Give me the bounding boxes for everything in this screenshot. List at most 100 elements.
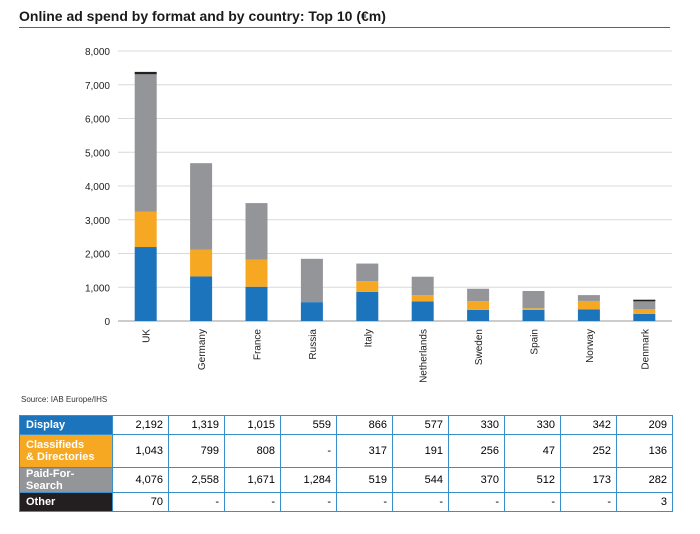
bar-search (356, 263, 379, 282)
source-note: Source: IAB Europe/IHS (21, 395, 108, 404)
bar-classifieds (134, 211, 157, 248)
row-label-search: Paid-For-Search (19, 467, 113, 493)
bar-classifieds (245, 259, 268, 287)
bar-classifieds (577, 300, 600, 310)
table-cell: 342 (560, 415, 617, 435)
bar-display (522, 309, 545, 321)
row-label-display: Display (19, 415, 113, 435)
table-cell: 4,076 (112, 467, 169, 493)
bar-display (577, 309, 600, 321)
bar-search (245, 203, 268, 260)
y-tick-label: 4,000 (85, 182, 110, 193)
bar-display (134, 247, 157, 321)
table-cell: 256 (448, 434, 505, 468)
bar-classifieds (467, 301, 490, 310)
table-cell: 70 (112, 492, 169, 512)
bar-search (577, 295, 600, 301)
bar-other (134, 71, 157, 75)
row-label-line1: Classifieds (26, 439, 85, 451)
title-rule (19, 27, 670, 28)
table-cell: 47 (504, 434, 561, 468)
table-cell: 559 (280, 415, 337, 435)
bar-search (134, 74, 157, 212)
x-tick-label: Germany (197, 329, 208, 370)
bar-classifieds (633, 309, 656, 314)
chart-title: Online ad spend by format and by country… (19, 8, 386, 24)
y-tick-label: 0 (104, 317, 110, 328)
table-cell: 173 (560, 467, 617, 493)
table-cell: 799 (168, 434, 225, 468)
row-label-other: Other (19, 492, 113, 512)
bar-search (411, 276, 434, 296)
table-row-search: Paid-For-Search 4,076 2,558 1,671 1,284 … (19, 467, 673, 493)
table-cell: 282 (616, 467, 673, 493)
x-tick-label: Norway (585, 329, 596, 363)
x-tick-label: Denmark (640, 328, 651, 370)
table-cell: 2,558 (168, 467, 225, 493)
table-cell: 577 (392, 415, 449, 435)
table-cell: - (168, 492, 225, 512)
y-tick-label: 2,000 (85, 250, 110, 261)
table-cell: 1,043 (112, 434, 169, 468)
x-tick-label: Netherlands (419, 329, 430, 383)
bar-display (245, 286, 268, 321)
table-cell: - (504, 492, 561, 512)
table-cell: 209 (616, 415, 673, 435)
x-tick-label: Sweden (474, 329, 485, 365)
bar-display (411, 301, 434, 321)
bar-classifieds (411, 295, 434, 302)
bar-search (467, 288, 490, 302)
y-tick-label: 7,000 (85, 81, 110, 92)
table-cell: 1,015 (224, 415, 281, 435)
row-label-classifieds: Classifieds & Directories (19, 434, 113, 468)
bar-classifieds (190, 249, 213, 277)
table-cell: 2,192 (112, 415, 169, 435)
x-tick-label: Russia (308, 329, 319, 360)
x-tick-label: Italy (363, 329, 374, 347)
table-cell: 330 (504, 415, 561, 435)
x-tick-label: France (253, 329, 264, 361)
bar-search (190, 163, 213, 250)
bar-display (190, 276, 213, 321)
table-row-other: Other 70 - - - - - - - - 3 (19, 492, 673, 512)
table-cell: 544 (392, 467, 449, 493)
table-row-classifieds: Classifieds & Directories 1,043 799 808 -… (19, 434, 673, 468)
table-cell: 1,319 (168, 415, 225, 435)
y-tick-label: 8,000 (85, 47, 110, 58)
table-cell: 252 (560, 434, 617, 468)
table-cell: 136 (616, 434, 673, 468)
bar-search (522, 290, 545, 309)
table-cell: 1,284 (280, 467, 337, 493)
table-cell: 512 (504, 467, 561, 493)
table-cell: 1,671 (224, 467, 281, 493)
x-tick-label: Spain (530, 329, 541, 355)
bar-display (300, 302, 323, 321)
table-cell: - (560, 492, 617, 512)
bar-classifieds (356, 281, 379, 292)
bar-display (633, 313, 656, 321)
table-cell: - (280, 492, 337, 512)
table-cell: - (224, 492, 281, 512)
table-cell: 808 (224, 434, 281, 468)
bar-display (356, 291, 379, 321)
table-cell: - (448, 492, 505, 512)
table-row-display: Display 2,192 1,319 1,015 559 866 577 33… (19, 415, 673, 435)
table-cell: 330 (448, 415, 505, 435)
table-cell: - (280, 434, 337, 468)
data-table: Display 2,192 1,319 1,015 559 866 577 33… (19, 415, 673, 512)
bar-search (300, 258, 323, 303)
x-tick-label: UK (142, 329, 153, 343)
y-tick-label: 5,000 (85, 148, 110, 159)
table-cell: - (392, 492, 449, 512)
table-cell: - (336, 492, 393, 512)
table-cell: 866 (336, 415, 393, 435)
bar-display (467, 309, 490, 321)
stacked-bar-chart: 0 1,000 2,000 3,000 4,000 5,000 6,000 7,000 8,00… (85, 47, 672, 383)
bar-search (633, 299, 656, 310)
table-cell: 3 (616, 492, 673, 512)
y-tick-label: 6,000 (85, 115, 110, 126)
table-cell: 317 (336, 434, 393, 468)
table-cell: 191 (392, 434, 449, 468)
table-cell: 519 (336, 467, 393, 493)
table-cell: 370 (448, 467, 505, 493)
